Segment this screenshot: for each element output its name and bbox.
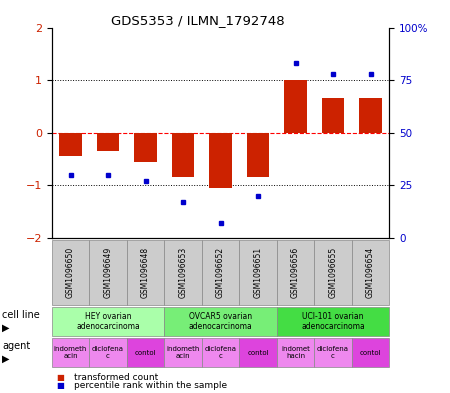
Text: GSM1096648: GSM1096648 xyxy=(141,246,150,298)
Bar xyxy=(359,99,382,132)
Bar xyxy=(59,132,82,156)
Text: contol: contol xyxy=(247,350,269,356)
Text: ▶: ▶ xyxy=(2,354,10,364)
Bar xyxy=(172,132,194,177)
Text: HEY ovarian
adenocarcinoma: HEY ovarian adenocarcinoma xyxy=(76,312,140,331)
Bar xyxy=(209,132,232,188)
Text: diclofena
c: diclofena c xyxy=(204,346,237,359)
Text: GSM1096650: GSM1096650 xyxy=(66,246,75,298)
Text: GSM1096649: GSM1096649 xyxy=(104,246,112,298)
Text: diclofena
c: diclofena c xyxy=(92,346,124,359)
Text: indomet
hacin: indomet hacin xyxy=(281,346,310,359)
Text: diclofena
c: diclofena c xyxy=(317,346,349,359)
Text: transformed count: transformed count xyxy=(74,373,158,382)
Bar xyxy=(247,132,269,177)
Text: ▶: ▶ xyxy=(2,323,10,333)
Bar xyxy=(97,132,119,151)
Text: contol: contol xyxy=(135,350,156,356)
Text: ■: ■ xyxy=(56,373,64,382)
Text: cell line: cell line xyxy=(2,310,40,320)
Text: ■: ■ xyxy=(56,381,64,390)
Text: GSM1096655: GSM1096655 xyxy=(328,246,338,298)
Text: GDS5353 / ILMN_1792748: GDS5353 / ILMN_1792748 xyxy=(111,14,285,27)
Text: percentile rank within the sample: percentile rank within the sample xyxy=(74,381,227,390)
Bar xyxy=(134,132,157,162)
Text: GSM1096651: GSM1096651 xyxy=(253,246,262,298)
Text: agent: agent xyxy=(2,341,31,351)
Text: contol: contol xyxy=(360,350,381,356)
Text: GSM1096653: GSM1096653 xyxy=(179,246,188,298)
Text: indometh
acin: indometh acin xyxy=(166,346,200,359)
Text: GSM1096654: GSM1096654 xyxy=(366,246,375,298)
Text: GSM1096652: GSM1096652 xyxy=(216,246,225,298)
Bar xyxy=(284,80,307,132)
Text: indometh
acin: indometh acin xyxy=(54,346,87,359)
Text: GSM1096656: GSM1096656 xyxy=(291,246,300,298)
Text: OVCAR5 ovarian
adenocarcinoma: OVCAR5 ovarian adenocarcinoma xyxy=(189,312,252,331)
Bar xyxy=(322,99,344,132)
Text: UCI-101 ovarian
adenocarcinoma: UCI-101 ovarian adenocarcinoma xyxy=(301,312,365,331)
